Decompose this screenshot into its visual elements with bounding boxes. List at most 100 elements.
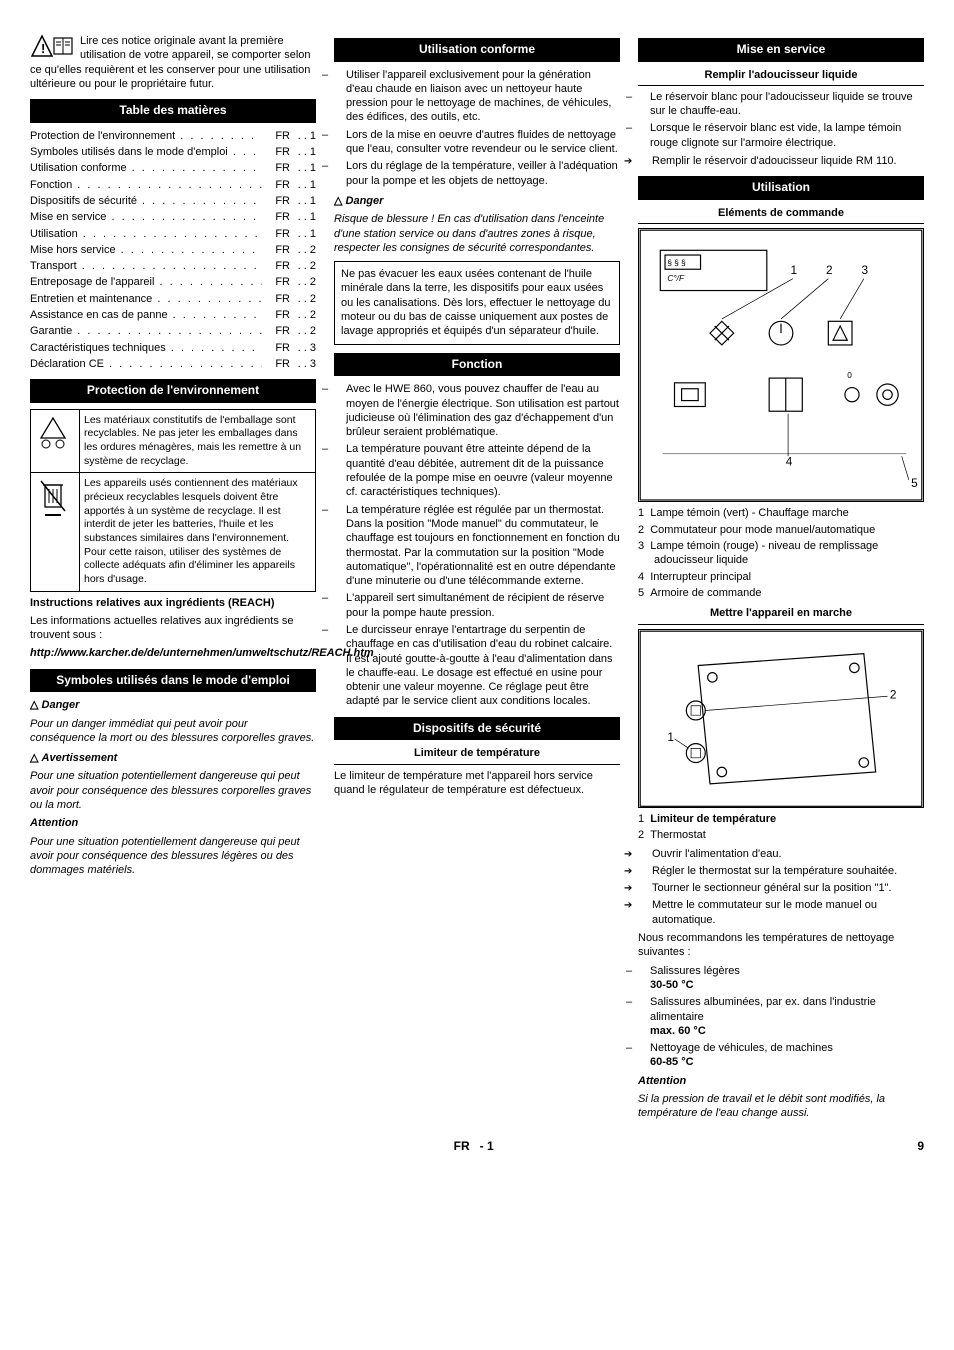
toc-page: . . 3 <box>290 341 316 355</box>
toc-lang: FR <box>262 324 290 338</box>
safety-sub: Limiteur de température <box>334 746 620 764</box>
use-danger-heading: △ Danger <box>334 194 620 208</box>
control-panel-figure: § § § C°/F 1 2 3 <box>638 228 924 502</box>
page-footer: FR - 1 9 <box>30 1139 924 1155</box>
rec-item: Nettoyage de véhicules, de machines60-85… <box>650 1041 924 1070</box>
toc-row: Déclaration CEFR. . 3 <box>30 357 316 371</box>
svg-text:5: 5 <box>911 476 918 490</box>
svg-text:C°/F: C°/F <box>667 274 685 283</box>
list-item: Lors de la mise en oeuvre d'autres fluid… <box>346 128 620 157</box>
legend-item: 5 Armoire de commande <box>654 586 924 600</box>
toc-row: Mise hors serviceFR. . 2 <box>30 243 316 257</box>
toc-page: . . 1 <box>290 210 316 224</box>
toc-page: . . 2 <box>290 292 316 306</box>
use-header: Utilisation conforme <box>334 38 620 62</box>
legend-item: 1 Lampe témoin (vert) - Chauffage marche <box>654 506 924 520</box>
toc-row: Assistance en cas de panneFR. . 2 <box>30 308 316 322</box>
use-danger-text: Risque de blessure ! En cas d'utilisatio… <box>334 212 620 255</box>
list-item: Lors du réglage de la température, veill… <box>346 159 620 188</box>
step-item: Régler le thermostat sur la température … <box>652 864 924 878</box>
column-2: Utilisation conforme Utiliser l'appareil… <box>334 30 620 1125</box>
toc-label: Dispositifs de sécurité <box>30 194 262 208</box>
env-row-1: Les appareils usés contiennent des matér… <box>80 473 316 591</box>
usage-attn-text: Si la pression de travail et le débit so… <box>638 1092 924 1121</box>
intro-paragraph: ! Lire ces notice originale avant la pre… <box>30 34 316 91</box>
toc-label: Utilisation <box>30 227 262 241</box>
toc-page: . . 1 <box>290 178 316 192</box>
environment-table: Les matériaux constitutifs de l'emballag… <box>30 409 316 592</box>
toc-row: FonctionFR. . 1 <box>30 178 316 192</box>
footer-page-global: 9 <box>917 1139 924 1155</box>
svg-text:2: 2 <box>890 687 897 701</box>
toc-page: . . 1 <box>290 227 316 241</box>
env-row-0: Les matériaux constitutifs de l'emballag… <box>80 409 316 473</box>
device-legend: 1 Limiteur de température 2 Thermostat <box>638 812 924 843</box>
toc-row: UtilisationFR. . 1 <box>30 227 316 241</box>
list-item: Avec le HWE 860, vous pouvez chauffer de… <box>346 382 620 439</box>
toc-page: . . 2 <box>290 308 316 322</box>
toc-row: GarantieFR. . 2 <box>30 324 316 338</box>
toc-label: Protection de l'environnement <box>30 129 262 143</box>
toc-lang: FR <box>262 308 290 322</box>
list-item: Lorsque le réservoir blanc est vide, la … <box>650 121 924 150</box>
toc-row: Dispositifs de sécuritéFR. . 1 <box>30 194 316 208</box>
toc-lang: FR <box>262 259 290 273</box>
step-item: Tourner le sectionneur général sur la po… <box>652 881 924 895</box>
toc-row: Caractéristiques techniquesFR. . 3 <box>30 341 316 355</box>
device-figure: 1 2 <box>638 629 924 809</box>
read-manual-icon: ! <box>30 34 74 60</box>
toc-label: Garantie <box>30 324 262 338</box>
warn-heading: △ Avertissement <box>30 751 316 765</box>
svg-text:0: 0 <box>847 371 852 380</box>
function-list: Avec le HWE 860, vous pouvez chauffer de… <box>334 382 620 709</box>
toc-label: Entreposage de l'appareil <box>30 275 262 289</box>
list-item: La température réglée est régulée par un… <box>346 503 620 589</box>
toc-row: TransportFR. . 2 <box>30 259 316 273</box>
danger-text: Pour un danger immédiat qui peut avoir p… <box>30 717 316 746</box>
startup-header: Mise en service <box>638 38 924 62</box>
safety-header: Dispositifs de sécurité <box>334 717 620 741</box>
toc-page: . . 2 <box>290 243 316 257</box>
toc-lang: FR <box>262 129 290 143</box>
rec-item: Salissures albuminées, par ex. dans l'in… <box>650 995 924 1038</box>
list-item: Le durcisseur enraye l'entartrage du ser… <box>346 623 620 709</box>
legend-item: 1 Limiteur de température <box>654 812 924 826</box>
reach-text: Les informations actuelles relatives aux… <box>30 614 316 643</box>
list-item: Le réservoir blanc pour l'adoucisseur li… <box>650 90 924 119</box>
toc-row: Utilisation conformeFR. . 1 <box>30 161 316 175</box>
attn-text: Pour une situation potentiellement dange… <box>30 835 316 878</box>
usage-steps: Ouvrir l'alimentation d'eau.Régler le th… <box>638 847 924 927</box>
legend-item: 2 Thermostat <box>654 828 924 842</box>
toc-page: . . 1 <box>290 161 316 175</box>
rec-intro: Nous recommandons les températures de ne… <box>638 931 924 960</box>
toc-page: . . 2 <box>290 324 316 338</box>
table-of-contents: Protection de l'environnementFR. . 1Symb… <box>30 129 316 371</box>
column-3: Mise en service Remplir l'adoucisseur li… <box>638 30 924 1125</box>
recycle-icon <box>31 409 80 473</box>
toc-page: . . 2 <box>290 275 316 289</box>
toc-row: Symboles utilisés dans le mode d'emploiF… <box>30 145 316 159</box>
toc-lang: FR <box>262 145 290 159</box>
toc-lang: FR <box>262 161 290 175</box>
usage-attn-heading: Attention <box>638 1074 924 1088</box>
control-legend: 1 Lampe témoin (vert) - Chauffage marche… <box>638 506 924 600</box>
toc-label: Mise en service <box>30 210 262 224</box>
svg-text:§ § §: § § § <box>667 259 686 268</box>
step-item: Mettre le commutateur sur le mode manuel… <box>652 898 924 927</box>
column-1: ! Lire ces notice originale avant la pre… <box>30 30 316 1125</box>
startup-arrow-item: Remplir le réservoir d'adoucisseur liqui… <box>652 154 924 168</box>
reach-title: Instructions relatives aux ingrédients (… <box>30 596 316 610</box>
toc-label: Transport <box>30 259 262 273</box>
symbols-header: Symboles utilisés dans le mode d'emploi <box>30 669 316 693</box>
legend-item: 3 Lampe témoin (rouge) - niveau de rempl… <box>654 539 924 568</box>
toc-label: Assistance en cas de panne <box>30 308 262 322</box>
toc-header: Table des matières <box>30 99 316 123</box>
toc-row: Mise en serviceFR. . 1 <box>30 210 316 224</box>
warning-triangle-icon: △ <box>30 699 42 711</box>
toc-page: . . 2 <box>290 259 316 273</box>
svg-text:!: ! <box>41 41 45 56</box>
toc-lang: FR <box>262 227 290 241</box>
warn-text: Pour une situation potentiellement dange… <box>30 769 316 812</box>
startup-arrow-list: Remplir le réservoir d'adoucisseur liqui… <box>638 154 924 168</box>
svg-text:1: 1 <box>667 730 674 744</box>
